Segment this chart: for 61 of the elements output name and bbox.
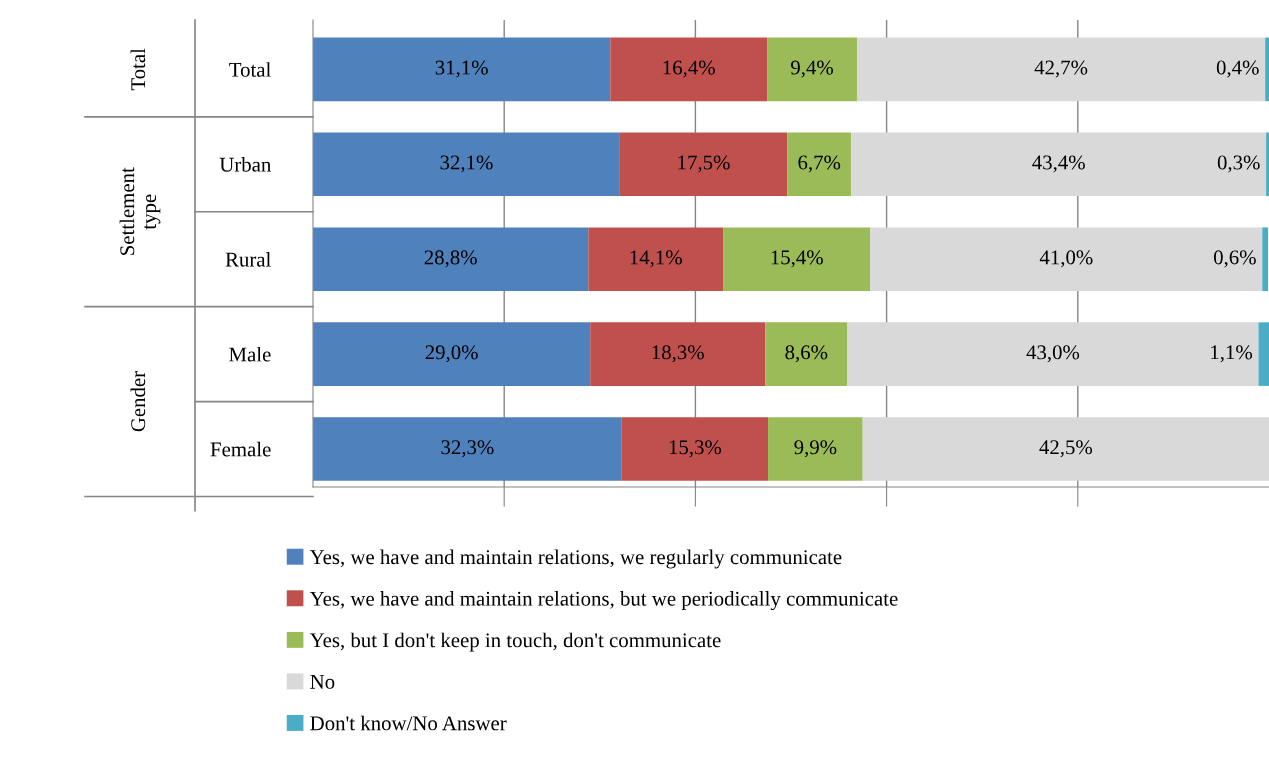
data-label: 17,5% (678, 155, 730, 173)
bar (870, 227, 1263, 291)
data-label: 0,4% (1216, 60, 1259, 78)
bar (723, 227, 871, 291)
legend-label: Don't know/No Answer (310, 715, 507, 731)
bar (767, 37, 857, 102)
bar (621, 417, 769, 481)
data-label: 28,8% (424, 250, 477, 268)
data-label: 42,5% (1039, 440, 1093, 458)
data-label: 31,1% (435, 60, 488, 78)
data-label: 18,3% (652, 345, 704, 363)
y-tick-label: Female (210, 441, 271, 457)
data-label: 41,0% (1039, 250, 1093, 268)
data-label: 15,3% (669, 440, 722, 458)
legend-label: Yes, but I don't keep in touch, don't communicate (309, 632, 721, 652)
bar (862, 417, 1269, 481)
bar (765, 322, 848, 386)
text: Total (130, 48, 146, 91)
bar (610, 37, 768, 102)
data-label: 43,4% (1032, 155, 1085, 173)
bar (588, 227, 724, 291)
y-tick-label: Total (229, 62, 271, 77)
legend-label: Yes, we have and maintain relations, but we periodically communicate (309, 591, 898, 611)
bar (1266, 132, 1269, 197)
y-tick-label: Male (229, 346, 271, 362)
bar (787, 132, 852, 197)
data-label: 6,7% (798, 155, 841, 173)
bar (1262, 227, 1269, 291)
data-label: 9,9% (794, 440, 837, 458)
bar (313, 227, 589, 291)
bar (1258, 322, 1269, 386)
bar (590, 322, 766, 386)
data-label: 32,3% (441, 440, 494, 458)
data-label: 8,6% (785, 345, 828, 363)
bar (847, 322, 1259, 386)
data-label: 0,3% (1217, 155, 1260, 173)
text: Settlement type (119, 167, 161, 255)
data-label: 15,4% (771, 250, 823, 268)
data-label: 16,4% (663, 60, 715, 78)
bar (856, 37, 1266, 102)
data-label: 14,1% (630, 250, 682, 268)
data-label: 43,0% (1026, 345, 1080, 363)
bar (851, 132, 1267, 197)
bar (313, 37, 611, 102)
bar (313, 417, 622, 481)
y-tick-label: Rural (225, 251, 271, 267)
y-tick-label: Urban (219, 157, 272, 172)
bar (619, 132, 788, 197)
bar (313, 322, 591, 386)
data-label: 1,1% (1211, 345, 1253, 363)
data-label: 9,4% (791, 60, 834, 78)
data-label: 32,1% (440, 155, 493, 173)
bar (1265, 37, 1269, 102)
legend-label: No (310, 674, 335, 689)
bar (313, 132, 620, 197)
bar (768, 417, 863, 481)
legend-label: Yes, we have and maintain relations, we regularly communicate (309, 549, 842, 569)
data-label: 0,6% (1213, 250, 1256, 268)
data-label: 42,7% (1034, 60, 1088, 78)
text: Gender (130, 371, 146, 432)
data-label: 29,0% (425, 345, 478, 363)
